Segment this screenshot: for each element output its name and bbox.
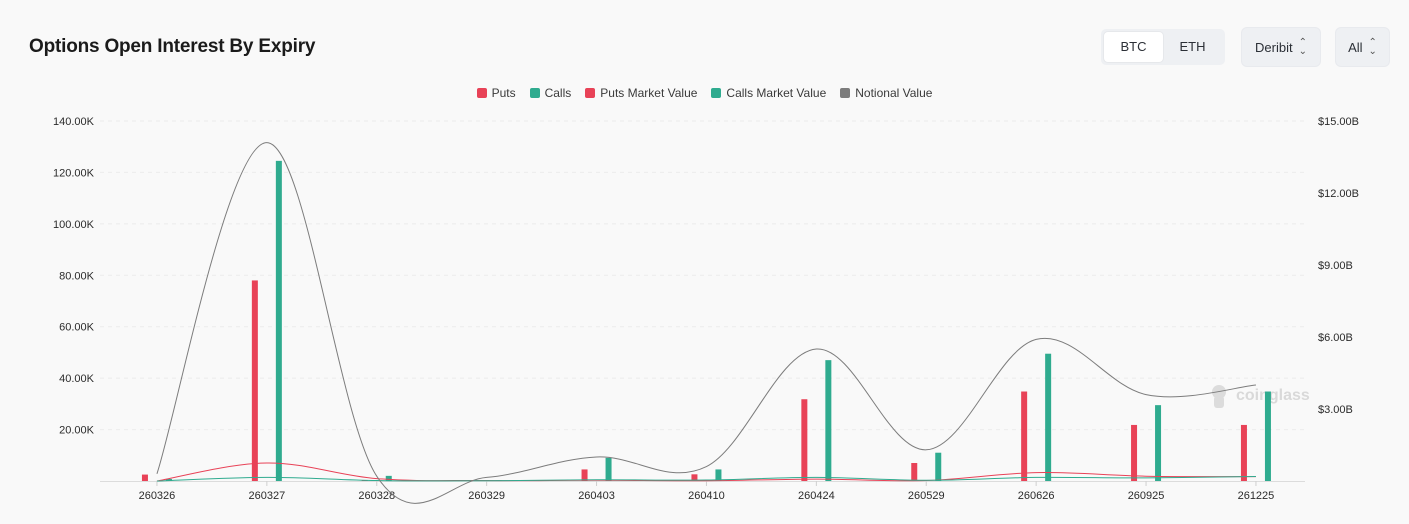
right-axis-tick-label: $3.00B [1318, 404, 1353, 416]
legend-item-puts-market-value[interactable]: Puts Market Value [585, 86, 697, 100]
puts-bar [1021, 391, 1028, 481]
puts-bar [801, 399, 808, 481]
coinglass-logo-icon [1214, 396, 1224, 408]
currency-option-eth[interactable]: ETH [1179, 39, 1206, 54]
range-select[interactable]: All ⌃ ⌄ [1336, 28, 1389, 66]
calls-bar [825, 360, 832, 481]
puts-bar [1131, 424, 1138, 481]
chevron-updown-icon: ⌃ ⌄ [1368, 37, 1377, 57]
left-axis-tick-label: 60.00K [59, 322, 95, 334]
x-axis-tick-label: 260410 [688, 490, 725, 502]
x-axis-tick-label: 260626 [1018, 490, 1055, 502]
calls-bar [1045, 353, 1052, 481]
legend-item-calls-market-value[interactable]: Calls Market Value [711, 86, 826, 100]
legend-item-notional-value[interactable]: Notional Value [840, 86, 932, 100]
notional-value-line [156, 142, 1256, 504]
range-select-value: All [1348, 39, 1363, 55]
x-axis-tick-label: 260326 [139, 490, 176, 502]
calls-bar [385, 475, 392, 481]
calls-bar [715, 469, 722, 481]
calls-market-value-line [156, 475, 1256, 482]
right-axis-tick-label: $15.00B [1318, 116, 1359, 128]
left-axis-tick-label: 80.00K [59, 270, 95, 282]
left-axis-tick-label: 40.00K [59, 373, 95, 385]
legend-swatch [529, 88, 540, 98]
x-axis-tick-label: 260529 [908, 490, 945, 502]
chart-legend: Puts Calls Puts Market Value Calls Market V… [0, 86, 1409, 100]
left-axis-tick-label: 120.00K [53, 167, 95, 179]
calls-bar [935, 452, 942, 481]
right-axis-tick-label: $6.00B [1318, 332, 1353, 344]
calls-bar [275, 160, 282, 481]
x-axis-tick-label: 261225 [1238, 490, 1275, 502]
exchange-select-value: Deribit [1255, 39, 1293, 55]
calls-bar [165, 478, 172, 481]
legend-swatch [476, 88, 487, 98]
puts-market-value-line [156, 462, 1256, 482]
right-axis-tick-label: $9.00B [1318, 260, 1353, 272]
left-axis-tick-label: 100.00K [53, 219, 95, 231]
legend-label: Calls [544, 86, 572, 100]
puts-bar [141, 474, 148, 481]
legend-label: Calls Market Value [726, 86, 827, 100]
legend-swatch [711, 88, 722, 98]
x-axis-tick-label: 260403 [578, 490, 615, 502]
calls-bar [1264, 391, 1271, 481]
legend-swatch [585, 88, 596, 98]
right-axis-tick-label: $12.00B [1318, 188, 1359, 200]
legend-label: Puts Market Value [600, 86, 698, 100]
legend-item-calls[interactable]: Calls [529, 86, 572, 100]
watermark-text: coinglass [1236, 387, 1310, 404]
x-axis-tick-label: 260329 [468, 490, 505, 502]
puts-bar [911, 463, 918, 481]
chevron-updown-icon: ⌃ ⌄ [1298, 37, 1307, 57]
coinglass-watermark: coinglass [1212, 385, 1310, 408]
x-axis-tick-label: 260328 [358, 490, 395, 502]
legend-label: Puts [491, 86, 516, 100]
x-axis-tick-label: 260424 [798, 490, 835, 502]
exchange-select[interactable]: Deribit ⌃ ⌄ [1242, 28, 1320, 66]
page-title: Options Open Interest By Expiry [29, 36, 316, 57]
currency-option-btc[interactable]: BTC [1104, 32, 1163, 62]
legend-swatch [840, 88, 851, 98]
puts-bar [581, 469, 588, 481]
legend-item-puts[interactable]: Puts [476, 86, 516, 100]
puts-bar [1240, 424, 1247, 481]
left-axis-tick-label: 20.00K [59, 425, 95, 437]
currency-toggle: BTC ETH [1101, 29, 1225, 65]
left-axis-tick-label: 140.00K [53, 116, 95, 128]
legend-label: Notional Value [855, 86, 933, 100]
calls-bar [1155, 405, 1162, 481]
calls-bar [605, 457, 612, 481]
x-axis-tick-label: 260327 [248, 490, 285, 502]
x-axis-tick-label: 260925 [1128, 490, 1165, 502]
puts-bar [251, 280, 258, 481]
puts-bar [691, 474, 698, 481]
